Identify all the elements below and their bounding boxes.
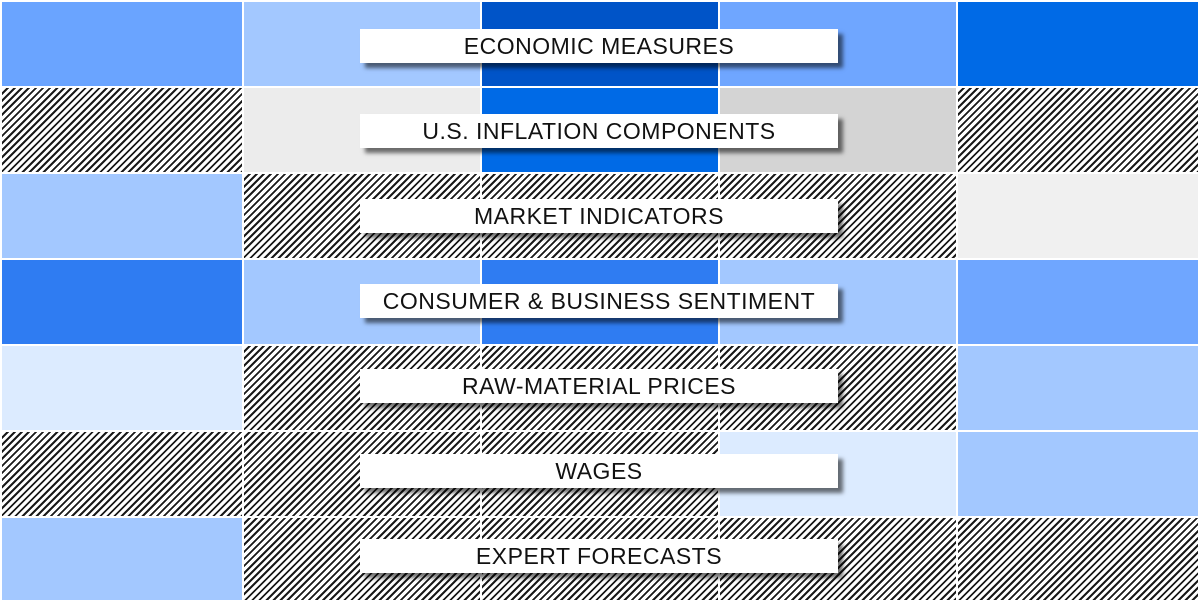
tile [958, 174, 1198, 258]
category-consumer-business-sentiment[interactable]: CONSUMER & BUSINESS SENTIMENT [360, 284, 838, 318]
category-raw-material-prices[interactable]: RAW-MATERIAL PRICES [360, 369, 838, 403]
category-wages[interactable]: WAGES [360, 454, 838, 488]
category-expert-forecasts[interactable]: EXPERT FORECASTS [360, 539, 838, 573]
tile [2, 2, 242, 86]
hatched-tile [720, 518, 956, 600]
tile [2, 174, 242, 258]
tile [2, 518, 242, 600]
tile [958, 260, 1198, 344]
hatched-tile [958, 518, 1198, 600]
tile [2, 346, 242, 430]
tile [958, 346, 1198, 430]
category-market-indicators[interactable]: MARKET INDICATORS [360, 199, 838, 233]
tile [958, 2, 1198, 86]
tile [958, 432, 1198, 516]
category-economic-measures[interactable]: ECONOMIC MEASURES [360, 29, 838, 63]
category-us-inflation-components[interactable]: U.S. INFLATION COMPONENTS [360, 114, 838, 148]
tile [2, 260, 242, 344]
hatched-tile [2, 432, 242, 516]
hatched-tile [2, 88, 242, 172]
hatched-tile [958, 88, 1198, 172]
